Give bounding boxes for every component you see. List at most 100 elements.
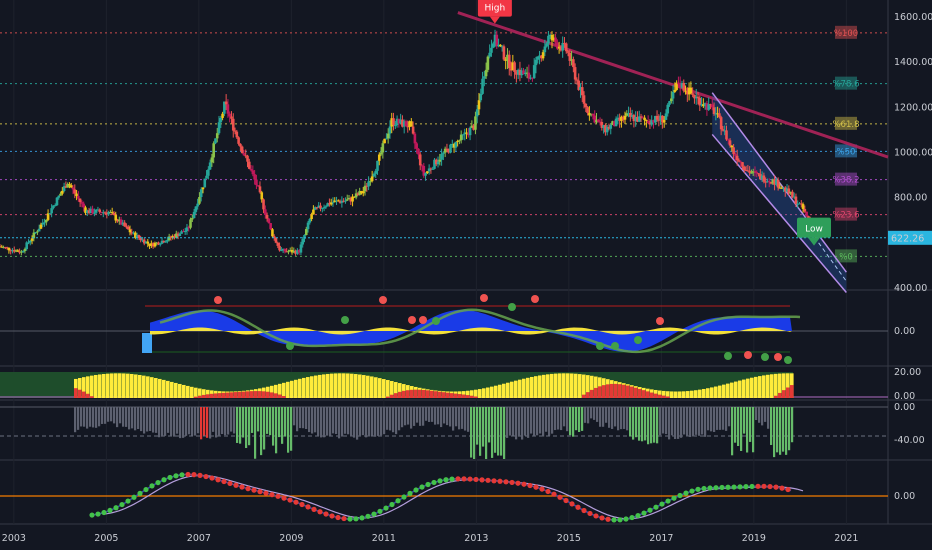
candle-body-413 <box>734 154 737 156</box>
osc2-yellow-bar-502 <box>502 383 506 398</box>
osc3-bar-362 <box>362 407 365 436</box>
osc4-dot-78 <box>323 511 329 517</box>
osc2-yellow-bar-690 <box>690 390 694 398</box>
osc2-red-bar-426 <box>426 390 430 398</box>
candle-body-300 <box>532 65 536 79</box>
candle-body-423 <box>751 171 755 173</box>
candle-body-257 <box>456 140 459 142</box>
osc3-bar-314 <box>314 407 317 433</box>
candle-body-114 <box>201 187 205 190</box>
candle-body-209 <box>370 176 374 182</box>
osc3-bar-116 <box>116 407 119 428</box>
candle-body-365 <box>648 123 652 125</box>
osc2-yellow-bar-206 <box>206 389 210 398</box>
osc2-yellow-bar-582 <box>582 374 586 398</box>
candle-body-166 <box>294 250 297 254</box>
osc4-dot-140 <box>509 479 515 486</box>
candle-body-221 <box>392 118 395 126</box>
osc2-red-bar-466 <box>466 395 470 398</box>
osc3-bar-515 <box>515 407 518 440</box>
candle-body-215 <box>381 143 385 153</box>
candle-body-194 <box>344 200 347 202</box>
candle-body-226 <box>401 119 404 127</box>
candle-body-108 <box>191 218 194 220</box>
osc2-red-bar-450 <box>450 393 454 398</box>
candle-body-154 <box>272 236 276 238</box>
osc2-yellow-bar-294 <box>294 379 298 398</box>
osc4-dot-178 <box>623 516 629 522</box>
candle-body-335 <box>595 119 598 123</box>
candle-body-63 <box>110 212 114 214</box>
osc3-bar-95 <box>95 407 98 428</box>
osc2-red-bar-474 <box>474 396 478 398</box>
osc4-dot-54 <box>251 487 257 493</box>
osc4-dot-18 <box>143 486 149 493</box>
osc2-yellow-bar-718 <box>718 385 722 398</box>
osc3-y-tick-1: -40.00 <box>894 435 925 446</box>
candle-body-16 <box>27 242 30 244</box>
fib-label-%100: %100 <box>834 29 858 39</box>
candle-body-61 <box>107 212 110 215</box>
candle-body-324 <box>575 79 579 81</box>
candle-body-327 <box>580 87 584 96</box>
osc2-yellow-bar-466 <box>466 390 470 398</box>
osc3-bar-737 <box>737 407 740 446</box>
candle-body-431 <box>766 181 769 183</box>
osc3-bar-350 <box>350 407 353 437</box>
osc2-yellow-bar-370 <box>370 376 374 398</box>
osc3-bar-422 <box>422 407 425 426</box>
candle-body-133 <box>235 131 239 138</box>
candle-body-389 <box>691 93 694 95</box>
candle-body-163 <box>288 250 292 252</box>
candle-body-168 <box>297 250 301 253</box>
osc3-bar-401 <box>401 407 404 428</box>
candle-body-366 <box>650 120 654 125</box>
candle-body-219 <box>388 126 392 134</box>
osc4-dot-158 <box>563 497 569 504</box>
candle-body-103 <box>182 231 185 233</box>
osc2-yellow-bar-758 <box>758 376 762 398</box>
candle-body-321 <box>570 59 573 61</box>
osc3-bar-122 <box>122 407 125 427</box>
candle-body-396 <box>703 103 707 107</box>
osc4-dot-70 <box>299 501 305 508</box>
osc3-bar-773 <box>773 407 776 458</box>
osc3-bar-269 <box>269 407 272 436</box>
osc2-red-bar-250 <box>250 391 254 398</box>
candle-body-232 <box>411 126 415 134</box>
osc3-bar-494 <box>494 407 497 453</box>
candle-body-224 <box>397 118 401 124</box>
candle-body-153 <box>271 229 274 237</box>
osc4-dot-224 <box>761 483 767 489</box>
candle-body-419 <box>744 170 748 172</box>
osc3-bar-563 <box>563 407 566 427</box>
osc4-dot-172 <box>605 516 611 522</box>
candle-body-150 <box>265 214 269 219</box>
osc2-yellow-bar-698 <box>698 389 702 398</box>
candle-body-359 <box>637 116 641 122</box>
osc2-yellow-bar-710 <box>710 387 714 398</box>
candle-body-198 <box>351 196 354 202</box>
osc2-red-bar-214 <box>214 393 218 398</box>
osc2-red-bar-634 <box>634 387 638 398</box>
osc3-bar-335 <box>335 407 338 435</box>
candle-body-338 <box>600 121 604 128</box>
osc4-dot-166 <box>587 510 593 517</box>
candle-body-448 <box>796 203 800 205</box>
osc2-red-bar-226 <box>226 392 230 398</box>
osc2-red-bar-630 <box>630 386 634 398</box>
osc4-dot-116 <box>437 478 443 484</box>
osc4-dot-64 <box>281 495 287 501</box>
annotation-box-high <box>477 0 512 17</box>
osc3-bar-554 <box>554 407 557 431</box>
osc3-bar-311 <box>311 407 314 434</box>
osc3-bar-644 <box>644 407 647 441</box>
osc2-yellow-bar-106 <box>106 373 110 398</box>
candle-body-48 <box>84 207 87 213</box>
osc3-bar-779 <box>779 407 782 455</box>
osc4-dot-190 <box>659 501 665 507</box>
candle-body-175 <box>310 214 313 220</box>
osc3-bar-728 <box>728 407 731 427</box>
